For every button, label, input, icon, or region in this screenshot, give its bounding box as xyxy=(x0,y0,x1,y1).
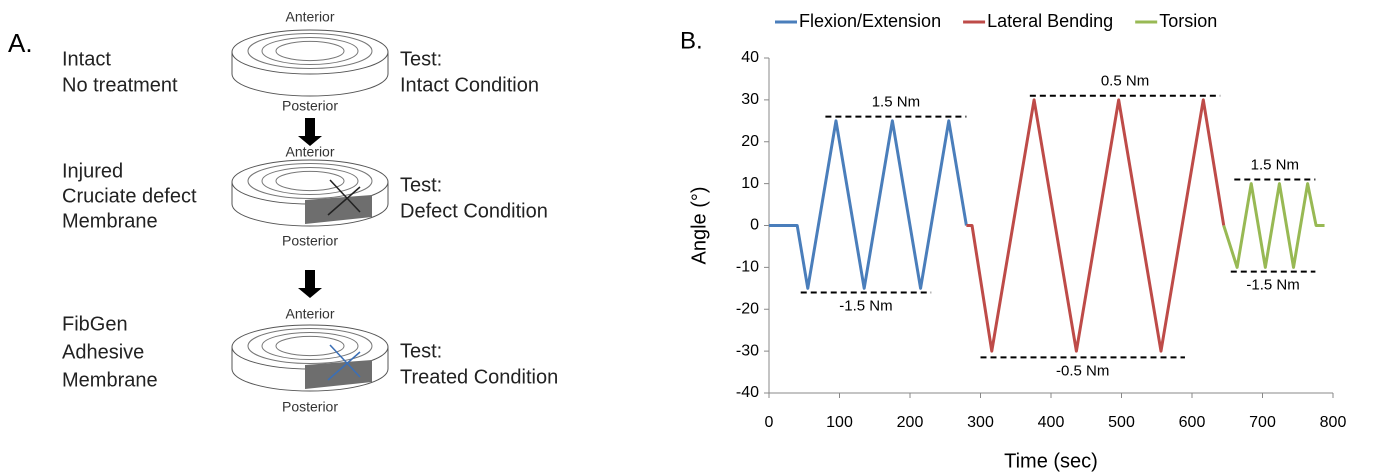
annotation-label: 0.5 Nm xyxy=(1101,73,1149,90)
disk-top xyxy=(231,29,389,75)
x-axis-title: Time (sec) xyxy=(1004,450,1098,472)
arrow xyxy=(298,118,322,146)
arrow xyxy=(298,270,322,298)
annotation-label: -1.5 Nm xyxy=(1246,277,1299,294)
condition-text: Injured xyxy=(62,160,123,182)
annotation-label: 1.5 Nm xyxy=(1251,156,1299,173)
panel-label: A. xyxy=(8,28,33,58)
y-tick-label: -10 xyxy=(736,259,759,276)
defect-cross xyxy=(329,344,361,378)
disk-ring xyxy=(247,33,373,69)
legend-label: Flexion/Extension xyxy=(799,11,941,31)
test-text: Defect Condition xyxy=(400,200,548,222)
y-tick-label: 10 xyxy=(741,175,759,192)
x-tick-label: 100 xyxy=(826,414,853,431)
posterior-label: Posterior xyxy=(282,399,338,415)
data-line xyxy=(966,98,1226,353)
test-text: Test: xyxy=(400,48,442,70)
test-text: Treated Condition xyxy=(400,366,558,388)
x-tick-label: 600 xyxy=(1179,414,1206,431)
condition-text: Intact xyxy=(62,48,111,70)
annotation-label: 1.5 Nm xyxy=(872,94,920,111)
y-tick-label: 20 xyxy=(741,133,759,150)
defect-patch xyxy=(305,360,372,389)
legend-label: Lateral Bending xyxy=(987,11,1113,31)
condition-text: Cruciate defect xyxy=(62,185,197,207)
y-tick-label: -40 xyxy=(736,384,759,401)
defect-cross xyxy=(329,179,361,213)
data-line xyxy=(1222,182,1325,269)
defect-patch xyxy=(305,195,372,224)
panel-label: B. xyxy=(680,27,703,54)
disk xyxy=(231,324,389,392)
annotation-label: -1.5 Nm xyxy=(839,297,892,314)
disk xyxy=(231,29,389,97)
posterior-label: Posterior xyxy=(282,98,338,114)
disk-ring xyxy=(261,36,359,66)
annotation-label: -0.5 Nm xyxy=(1056,362,1109,379)
data-line xyxy=(769,119,968,290)
defect-cross xyxy=(327,351,361,381)
y-tick-label: -20 xyxy=(736,300,759,317)
disk-ring xyxy=(247,163,373,199)
anterior-label: Anterior xyxy=(285,144,334,160)
condition-text: FibGen xyxy=(62,313,128,335)
test-text: Test: xyxy=(400,174,442,196)
posterior-label: Posterior xyxy=(282,233,338,249)
anterior-label: Anterior xyxy=(285,306,334,322)
anterior-label: Anterior xyxy=(285,9,334,25)
disk-ring xyxy=(275,170,345,192)
x-tick-label: 400 xyxy=(1038,414,1065,431)
disk xyxy=(231,159,389,227)
x-tick-label: 500 xyxy=(1108,414,1135,431)
condition-text: No treatment xyxy=(62,74,178,96)
legend-label: Torsion xyxy=(1159,11,1217,31)
x-tick-label: 0 xyxy=(765,414,774,431)
y-tick-label: -30 xyxy=(736,342,759,359)
defect-cross xyxy=(327,186,361,216)
test-text: Test: xyxy=(400,340,442,362)
condition-text: Membrane xyxy=(62,369,158,391)
disk-ring xyxy=(275,40,345,62)
x-tick-label: 800 xyxy=(1320,414,1347,431)
condition-text: Adhesive xyxy=(62,341,144,363)
condition-text: Membrane xyxy=(62,210,158,232)
x-tick-label: 300 xyxy=(967,414,994,431)
test-text: Intact Condition xyxy=(400,74,539,96)
y-tick-label: 30 xyxy=(741,91,759,108)
disk-ring xyxy=(275,335,345,357)
disk-ring xyxy=(247,328,373,364)
y-tick-label: 40 xyxy=(741,49,759,66)
x-tick-label: 200 xyxy=(897,414,924,431)
y-tick-label: 0 xyxy=(750,217,759,234)
disk-ring xyxy=(261,331,359,361)
y-axis-title: Angle (°) xyxy=(688,186,710,264)
x-tick-label: 700 xyxy=(1249,414,1276,431)
disk-ring xyxy=(261,166,359,196)
panel-a: A. Anterior Posterior Intact No treatment Te… xyxy=(8,9,558,415)
